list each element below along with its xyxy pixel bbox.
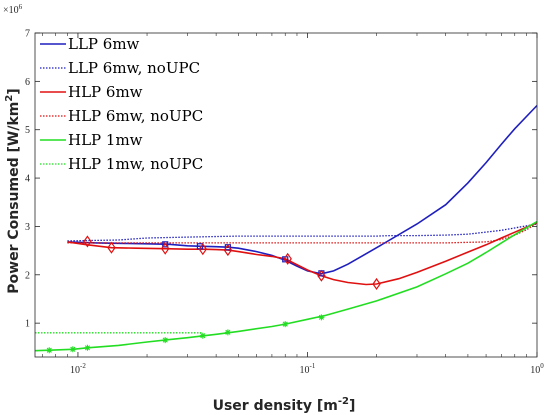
series-4-marker [224, 329, 231, 336]
legend-label-0: LLP 6mw [68, 35, 140, 53]
series-2-marker [107, 241, 116, 254]
plot-area [35, 33, 537, 357]
y-exponent-power: 6 [19, 3, 23, 11]
y-axis-title: Power Consumed [W/km2] [4, 88, 22, 293]
legend-label-3: HLP 6mw, noUPC [68, 107, 203, 125]
y-exponent-label: ×106 [3, 3, 23, 16]
y-tick-label: 4 [25, 174, 30, 185]
x-tick-label-exp: 0 [540, 362, 544, 370]
series-4-marker [162, 337, 169, 344]
x-axis-title: User density [m-2] [213, 396, 356, 414]
series-2-marker [160, 242, 170, 255]
x-axis-title-text: User density [m [213, 398, 338, 414]
x-axis-title-sup: -2 [338, 396, 349, 407]
series-4-marker [318, 314, 325, 321]
series-0-marker [162, 241, 169, 248]
series-2-marker [83, 235, 92, 248]
x-tick-label-exp: -1 [310, 362, 316, 370]
legend-label-5: HLP 1mw, noUPC [68, 155, 203, 173]
plot-background [35, 33, 537, 357]
y-axis-title-sup: 2 [4, 95, 15, 102]
legend-label-2: HLP 6mw [68, 83, 143, 101]
series-2-marker [372, 277, 381, 291]
series-line-2 [67, 221, 538, 286]
marker-layer [46, 235, 381, 354]
y-tick-label: 2 [25, 270, 30, 281]
y-exponent-base: ×10 [3, 5, 19, 16]
series-2-marker [223, 244, 233, 257]
series-2-marker [198, 243, 208, 256]
x-tick-label: 100 [530, 362, 544, 376]
y-tick-label: 6 [25, 77, 30, 88]
axes-box [34, 32, 538, 358]
y-axis-title-text: Power Consumed [W/km [6, 102, 22, 294]
legend-label-4: HLP 1mw [68, 131, 143, 149]
legend: LLP 6mw LLP 6mw, noUPC HLP 6mw HLP 6mw, noU… [40, 35, 203, 173]
series-2-marker [283, 252, 292, 265]
series-line-1 [67, 223, 538, 242]
legend-label-1: LLP 6mw, noUPC [68, 59, 200, 77]
y-tick-label: 5 [25, 125, 30, 136]
x-tick-label-base: 10 [530, 365, 540, 376]
series-2-marker [317, 269, 326, 282]
series-4-marker [69, 346, 76, 353]
series-4-marker [84, 344, 91, 351]
x-tick-label-base: 10 [300, 365, 310, 376]
y-axis-title-end: ] [6, 88, 22, 94]
series-4-marker [46, 347, 53, 354]
x-axis-title-end: ] [349, 398, 355, 414]
x-tick-label: 10-2 [70, 362, 86, 376]
y-tick-label: 3 [25, 222, 30, 233]
y-tick-label: 1 [25, 319, 30, 330]
x-tick-label-exp: -2 [80, 362, 86, 370]
x-tick-label-base: 10 [70, 365, 80, 376]
series-4-marker [282, 321, 289, 328]
y-tick-label: 7 [25, 29, 30, 40]
series-line-0 [67, 104, 538, 275]
series-4-marker [199, 332, 206, 339]
x-tick-label: 10-1 [300, 362, 316, 376]
